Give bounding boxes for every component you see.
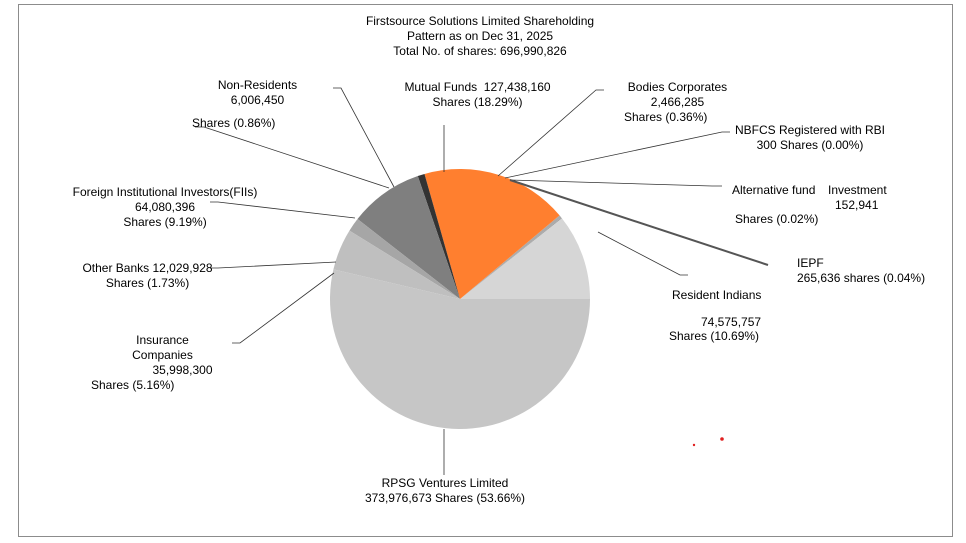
leader-nbfcs: [504, 131, 730, 179]
label-resident-indians-percent: Shares (10.69%): [669, 329, 760, 343]
leader-bodies-corporates: [497, 89, 604, 177]
label-alternative-fund: Alternative fund: [732, 183, 816, 197]
label-non-residents-percent: Shares (0.86%): [192, 116, 276, 130]
label-resident-indians-shares: 74,575,757: [701, 315, 762, 329]
label-mutual-funds: Mutual Funds 127,438,160 Shares (18.29%): [404, 80, 551, 109]
leader-non-residents: [333, 87, 395, 188]
pie-slice-insurance: [333, 230, 460, 299]
pie-slice-iepf: [460, 217, 562, 299]
leader-non-residents-shares: [195, 126, 390, 189]
pie-slice-alternative-fund: [460, 217, 562, 299]
pie-slice-non-residents: [417, 173, 460, 299]
label-other-banks: Other Banks 12,029,928 Shares (1.73%): [82, 261, 213, 290]
label-alternative-fund-investment: Investment: [828, 183, 887, 197]
label-resident-indians: Resident Indians: [672, 288, 762, 302]
leader-resident-indians: [597, 231, 688, 276]
label-rpsg: RPSG Ventures Limited 373,976,673 Shares …: [364, 476, 526, 505]
leader-iepf: [509, 179, 769, 266]
label-bodies-corporates: Bodies Corporates 2,466,285 Shares (0.36%): [624, 80, 728, 124]
label-nbfcs: NBFCS Registered with RBI 300 Shares (0.0…: [734, 123, 886, 152]
chart-title: Firstsource Solutions Limited Shareholdi…: [330, 14, 630, 59]
red-dot: [720, 437, 724, 441]
pie-slice-resident-indians: [460, 218, 590, 299]
leader-insurance: [232, 272, 335, 344]
label-insurance: Insurance Companies 35,998,300: [132, 333, 213, 377]
title-line-2: Pattern as on Dec 31, 2025: [406, 29, 554, 43]
pie-slice-bodies-corporates: [460, 215, 562, 299]
title-line-3: Total No. of shares: 696,990,826: [393, 44, 567, 58]
label-alternative-fund-shares: 152,941: [835, 198, 879, 212]
title-line-1: Firstsource Solutions Limited Shareholdi…: [365, 14, 595, 28]
pie-slice-nbfcs-registered-with-rbi: [460, 217, 562, 299]
pie-slice-other-banks: [349, 219, 460, 299]
label-insurance-percent: Shares (5.16%): [91, 378, 175, 392]
pie-slice-foreign-institutional-investors-fiis: [357, 176, 460, 299]
red-dot: [692, 443, 696, 447]
leader-lines: [195, 87, 730, 475]
label-fiis: Foreign Institutional Investors(FIIs) 64,…: [72, 185, 258, 229]
leader-alternative-fund: [509, 179, 722, 187]
leader-fiis: [210, 201, 356, 219]
label-iepf: IEPF 265,636 shares (0.04%): [797, 256, 926, 285]
label-non-residents: Non-Residents 6,006,450: [217, 78, 298, 107]
pie-slice-rpsg-ventures-limited: [330, 269, 590, 429]
pie-slice-mutual-funds: [424, 169, 560, 299]
leader-other-banks: [210, 261, 337, 269]
label-alternative-fund-percent: Shares (0.02%): [735, 212, 819, 226]
chart-frame: [18, 4, 953, 537]
